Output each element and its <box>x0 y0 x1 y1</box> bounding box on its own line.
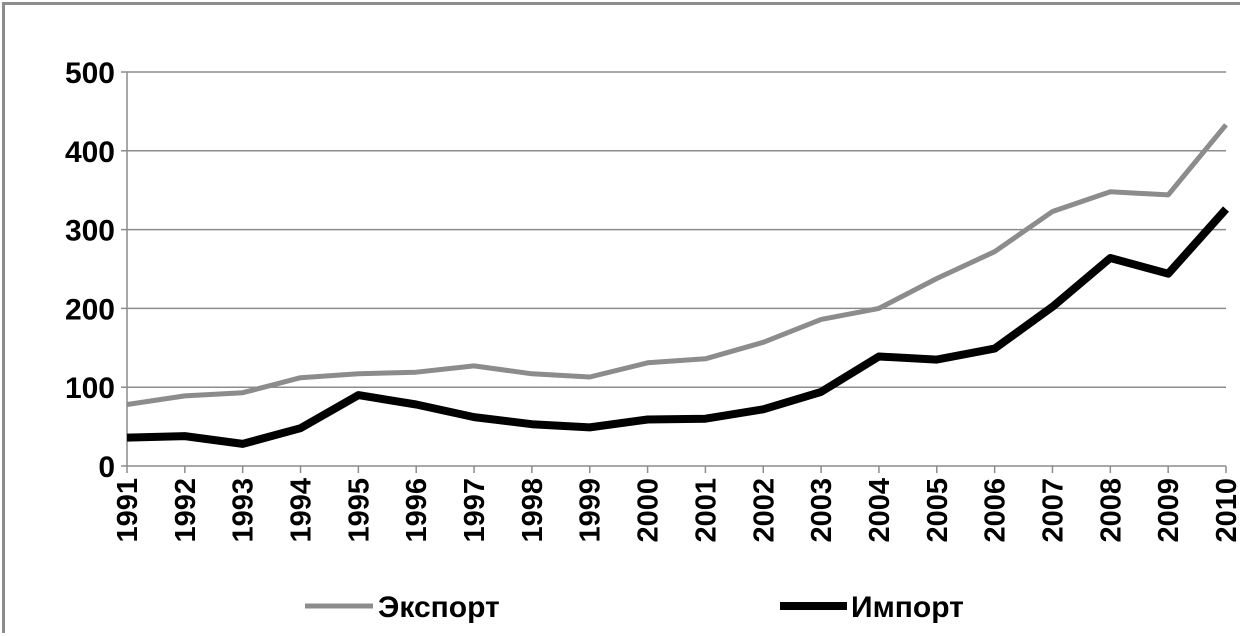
x-tick-label-1996: 1996 <box>401 478 433 543</box>
x-tick-label-2000: 2000 <box>633 478 665 543</box>
x-tick-label-2005: 2005 <box>922 478 954 543</box>
x-tick-label-2001: 2001 <box>690 478 722 543</box>
x-tick-label-2006: 2006 <box>980 478 1012 543</box>
x-tick-label-1993: 1993 <box>228 478 260 543</box>
series-line-export <box>127 125 1226 405</box>
x-tick-label-1995: 1995 <box>343 478 375 543</box>
axes <box>127 72 1226 466</box>
x-tick-label-2004: 2004 <box>864 478 896 543</box>
x-tick-label-1998: 1998 <box>517 478 549 543</box>
y-tick-label-500: 500 <box>65 57 115 90</box>
gridlines <box>127 72 1226 387</box>
y-tick-label-300: 300 <box>65 215 115 248</box>
legend: Экспорт Импорт <box>305 591 964 624</box>
series-line-import <box>127 209 1226 444</box>
x-tick-label-2002: 2002 <box>748 478 780 543</box>
x-tick-label-2007: 2007 <box>1037 478 1069 543</box>
x-tick-label-2003: 2003 <box>806 478 838 543</box>
series-lines <box>127 125 1226 444</box>
y-tick-label-100: 100 <box>65 372 115 405</box>
x-tick-label-2010: 2010 <box>1211 478 1242 543</box>
x-axis-ticks: 1991 1992 1993 1994 1995 1996 1997 1998 1999 2000… <box>112 466 1242 543</box>
x-tick-label-2009: 2009 <box>1153 478 1185 543</box>
x-tick-label-1991: 1991 <box>112 478 144 543</box>
x-tick-label-1999: 1999 <box>575 478 607 543</box>
legend-label-import: Импорт <box>851 591 964 624</box>
x-tick-label-1994: 1994 <box>286 478 318 543</box>
y-tick-label-400: 400 <box>65 136 115 169</box>
x-tick-label-1992: 1992 <box>170 478 202 543</box>
x-tick-label-2008: 2008 <box>1095 478 1127 543</box>
y-tick-label-200: 200 <box>65 293 115 326</box>
x-tick-label-1997: 1997 <box>459 478 491 543</box>
legend-label-export: Экспорт <box>378 591 500 624</box>
